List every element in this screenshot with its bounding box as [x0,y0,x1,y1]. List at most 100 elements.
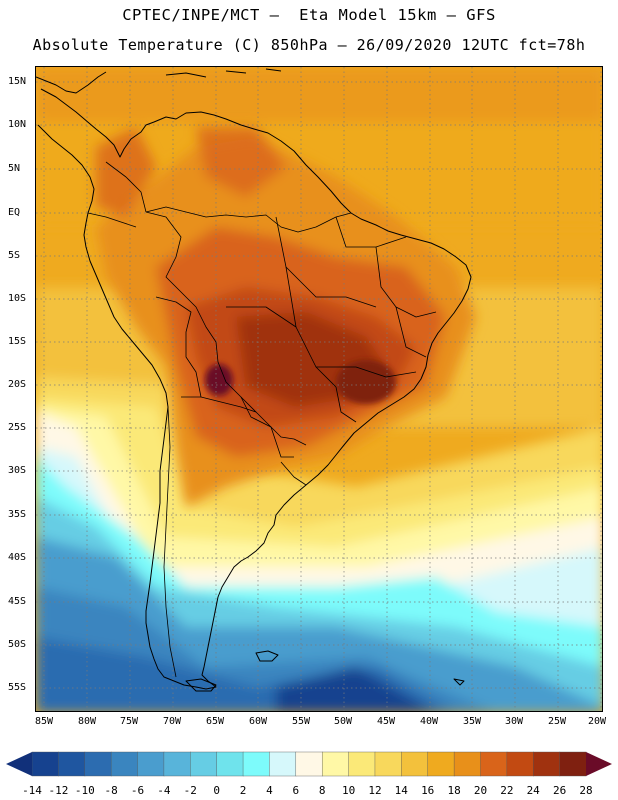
lon-label: 25W [547,716,567,727]
hotspot-southeast-brazil [336,360,396,404]
coastlines [36,68,472,692]
colorbar-tick-label: -2 [183,784,197,797]
colorbar-segments [31,751,587,777]
colorbar-segment [427,751,455,777]
field-band-8 [36,407,602,587]
colorbar-segment [84,751,112,777]
lat-label: 25S [8,422,27,433]
state-border-4 [285,266,337,388]
border-brazil-north [145,206,352,233]
lon-label: 45W [376,716,396,727]
lat-label: 5S [8,250,21,261]
colorbar-tick-label: -8 [104,784,118,797]
colorbar-segment [321,751,350,777]
lat-label: EQ [8,207,21,218]
colorbar-tick-label: 8 [318,784,326,797]
border-bolivia-argentina [181,396,257,413]
colorbar-segment [242,751,270,777]
colorbar-segment [190,751,218,777]
colorbar-tick-label: 14 [394,784,408,797]
colorbar-segment [348,751,376,777]
lon-label: 30W [504,716,524,727]
country-borders [87,161,437,678]
coast-caribbean-islands [165,68,282,78]
colorbar-tick-label: 24 [526,784,540,797]
state-border-2 [335,216,407,248]
map-subtitle: Absolute Temperature (C) 850hPa – 26/09/… [32,36,586,54]
south-georgia [453,678,465,686]
lat-label: 45S [8,596,27,607]
hotspot-bolivia [205,364,233,396]
lat-label: 35S [8,509,27,520]
coast-central-america [36,71,107,94]
colorbar-tick-label: 16 [421,784,435,797]
border-chile-argentina [163,406,177,678]
colorbar-tick-label: -10 [74,784,95,797]
colorbar-segment [374,751,402,777]
colorbar-tick-label: 22 [500,784,514,797]
colorbar-tick-label: 6 [292,784,300,797]
lat-label: 50S [8,639,27,650]
state-border-8 [395,306,427,358]
falkland-islands [255,650,279,662]
lon-label: 65W [205,716,225,727]
colorbar-tick-label: 12 [368,784,382,797]
colorbar-tick-label: 20 [473,784,488,797]
colorbar-segment [137,751,165,777]
lon-label: 85W [34,716,54,727]
graticule [36,67,602,711]
state-border-7 [226,306,297,328]
colorbar-segment [58,751,86,777]
colorbar-tick-label: 0 [213,784,220,797]
colorbar-segment [216,751,244,777]
border-ecuador-peru [87,212,137,228]
colorbar-under-arrow [6,752,32,776]
border-paraguay [240,396,294,458]
colorbar-segment [110,751,139,777]
lon-label: 50W [333,716,353,727]
map-canvas [36,67,602,711]
tierra-del-fuego [185,678,217,692]
temperature-map [35,66,603,712]
lat-label: 15N [8,76,27,87]
border-uruguay [280,461,307,486]
field-andes-north [96,127,156,217]
lat-label: 40S [8,552,27,563]
colorbar-tick-label: 4 [266,784,273,797]
state-border-6 [335,386,357,423]
colorbar-over-arrow [586,752,612,776]
lon-label: 40W [419,716,439,727]
colorbar-segment [559,751,587,777]
colorbar-segment [163,751,191,777]
border-colombia-venezuela [105,161,147,213]
lat-label: 30S [8,465,27,476]
colorbar-segment [269,751,297,777]
field-band-m14 [276,667,433,711]
colorbar-tick-label: 26 [552,784,567,797]
colorbar-segment [506,751,534,777]
colorbar-segment [31,751,59,777]
map-title: CPTEC/INPE/MCT – Eta Model 15km – GFS [122,6,496,24]
colorbar-tick-label: -6 [130,784,145,797]
colorbar-tick-label: 18 [447,784,461,797]
lon-label: 20W [587,716,607,727]
colorbar-tick-label: -4 [157,784,171,797]
lon-label: 60W [248,716,268,727]
colorbar-tick-label: 2 [239,784,247,797]
colorbar-segment [401,751,429,777]
border-peru-bolivia [155,296,202,398]
colorbar-segment [480,751,508,777]
colorbar-tick-label: -14 [22,784,42,797]
lat-label: 15S [8,336,27,347]
border-brazil-west [145,211,307,446]
lon-label: 70W [162,716,182,727]
lat-label: 55S [8,682,27,693]
colorbar-segment [453,751,481,777]
colorbar-segment [295,751,323,777]
lon-label: 80W [77,716,97,727]
lat-label: 10N [8,119,27,130]
lat-label: 10S [8,293,27,304]
lon-label: 75W [119,716,139,727]
colorbar-tick-label: -12 [48,784,69,797]
colorbar-tick-label: 10 [341,784,356,797]
